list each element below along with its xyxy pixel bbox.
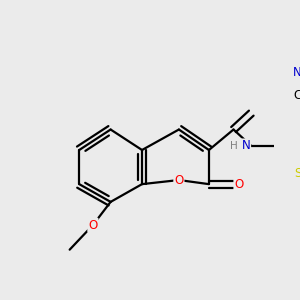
Text: O: O — [88, 219, 98, 232]
Text: C: C — [294, 89, 300, 102]
Text: S: S — [294, 167, 300, 180]
Text: N: N — [242, 140, 250, 152]
Text: H: H — [230, 141, 237, 151]
Text: N: N — [293, 66, 300, 79]
Text: O: O — [174, 173, 184, 187]
Text: O: O — [234, 178, 244, 190]
